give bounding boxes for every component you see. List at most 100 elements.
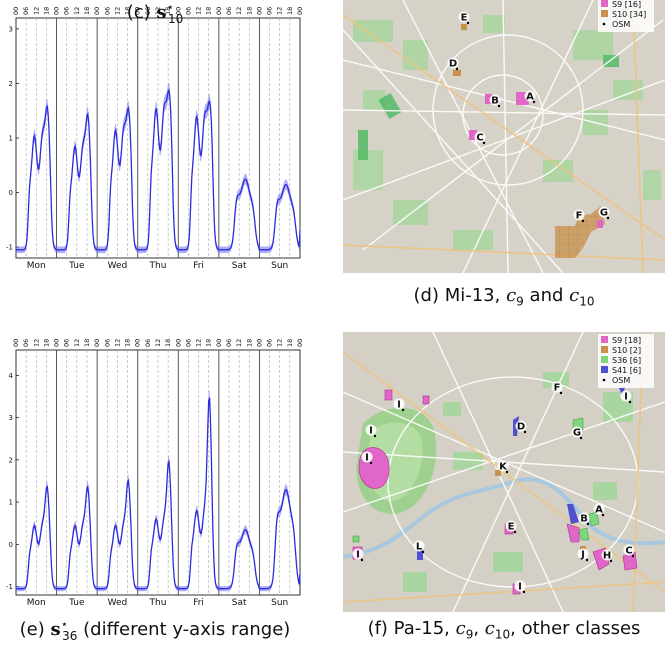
- map-marker-label: E: [508, 522, 515, 533]
- hour-tick-label: 18: [245, 339, 253, 347]
- map-marker-label: J: [580, 550, 585, 561]
- hour-tick-label: 06: [103, 339, 111, 347]
- map-panel-f: S9 [18]S10 [2]S36 [6]S41 [6]OSM I I F I D G I K B…: [343, 332, 665, 612]
- hour-tick-label: 12: [235, 7, 243, 15]
- osm-point: [522, 590, 526, 594]
- hour-tick-label: 12: [32, 339, 40, 347]
- legend-dot: [602, 22, 606, 26]
- hour-tick-label: 06: [184, 339, 192, 347]
- day-label: Tue: [68, 261, 85, 271]
- osm-point: [585, 558, 589, 562]
- hour-tick-label: 00: [134, 7, 142, 15]
- legend-label: S9 [18]: [612, 336, 641, 345]
- map-marker-bg: [578, 512, 590, 524]
- map-marker-bg: [505, 520, 517, 532]
- day-label: Sun: [271, 261, 288, 271]
- legend-label: S9 [16]: [612, 0, 641, 9]
- series-line: [16, 88, 301, 251]
- y-tick-label: 0: [9, 541, 13, 549]
- hour-tick-label: 00: [255, 339, 263, 347]
- legend-swatch: [601, 346, 608, 353]
- map-marker-label: K: [499, 462, 508, 473]
- osm-point: [505, 470, 509, 474]
- legend-swatch: [601, 336, 608, 343]
- caption-f: (f) Pa-15, c9, c10, other classes: [367, 618, 641, 642]
- map-marker-label: I: [397, 400, 401, 411]
- legend-swatch: [601, 10, 608, 17]
- map-marker-label: I: [518, 582, 522, 593]
- map-marker-label: E: [461, 13, 468, 24]
- map-marker-bg: [515, 420, 527, 432]
- day-label: Sat: [232, 598, 247, 608]
- legend-swatch: [601, 366, 608, 373]
- map-marker-bg: [458, 11, 470, 23]
- map-marker-bg: [393, 398, 405, 410]
- map-marker-bg: [551, 381, 563, 393]
- hour-tick-label: 00: [53, 339, 61, 347]
- map-marker-bg: [623, 544, 635, 556]
- osm-point: [373, 434, 377, 438]
- osm-point: [609, 559, 613, 563]
- day-label: Fri: [193, 261, 204, 271]
- map-marker-label: A: [595, 505, 603, 516]
- osm-point: [360, 558, 364, 562]
- hour-tick-label: 18: [83, 7, 91, 15]
- chart-panel-c: 00 06 12 18 00 06 12 18 00 06 12 18 00 06 12 18 00 06 12 18…: [6, 7, 304, 271]
- hour-tick-label: 12: [73, 7, 81, 15]
- y-tick-label: 2: [9, 80, 13, 88]
- osm-point: [497, 104, 501, 108]
- map-marker-bg: [365, 424, 377, 436]
- map-marker-label: C: [476, 133, 483, 144]
- y-tick-label: 1: [9, 135, 13, 143]
- hour-tick-label: 00: [93, 7, 101, 15]
- y-tick-label: -1: [6, 583, 13, 591]
- map-marker-label: F: [576, 211, 583, 222]
- hour-tick-label: 06: [103, 7, 111, 15]
- confidence-band: [16, 82, 300, 254]
- hour-tick-label: 00: [174, 7, 182, 15]
- legend-label: S36 [6]: [612, 356, 641, 365]
- hour-tick-label: 00: [174, 339, 182, 347]
- map-marker-bg: [593, 503, 605, 515]
- osm-point: [628, 400, 632, 404]
- hour-tick-label: 00: [255, 7, 263, 15]
- hour-tick-label: 06: [225, 339, 233, 347]
- hour-tick-label: 12: [276, 339, 284, 347]
- legend-label: S10 [2]: [612, 346, 641, 355]
- hour-tick-label: 12: [154, 339, 162, 347]
- map-marker-bg: [524, 90, 536, 102]
- caption-c: (c) s⋆10: [126, 0, 184, 26]
- hour-tick-label: 18: [83, 339, 91, 347]
- hour-tick-label: 06: [144, 339, 152, 347]
- day-label: Thu: [149, 598, 167, 608]
- map-marker-bg: [573, 209, 585, 221]
- day-label: Fri: [193, 598, 204, 608]
- map-marker-bg: [577, 548, 589, 560]
- osm-point: [466, 21, 470, 25]
- hour-tick-label: 00: [134, 339, 142, 347]
- day-label: Mon: [27, 261, 46, 271]
- day-label: Tue: [68, 598, 85, 608]
- y-tick-label: 3: [9, 25, 13, 33]
- chart-panel-e: 00 06 12 18 00 06 12 18 00 06 12 18 00 06 12 18 00 06 12 18…: [6, 339, 304, 608]
- hour-tick-label: 06: [266, 7, 274, 15]
- hour-tick-label: 06: [144, 7, 152, 15]
- hour-tick-label: 12: [113, 7, 121, 15]
- osm-point: [369, 461, 373, 465]
- legend-swatch: [601, 0, 608, 7]
- legend-label: S41 [6]: [612, 366, 641, 375]
- hour-tick-label: 12: [32, 7, 40, 15]
- y-tick-label: 3: [9, 414, 13, 422]
- map-marker-bg: [598, 206, 610, 218]
- series-line: [16, 397, 301, 590]
- hour-tick-label: 18: [286, 339, 294, 347]
- osm-point: [532, 100, 536, 104]
- map-marker-bg: [497, 460, 509, 472]
- hour-tick-label: 12: [113, 339, 121, 347]
- hour-tick-label: 00: [53, 7, 61, 15]
- hour-tick-label: 12: [154, 7, 162, 15]
- map-marker-bg: [571, 426, 583, 438]
- hour-tick-label: 18: [245, 7, 253, 15]
- map-marker-bg: [413, 540, 425, 552]
- hour-tick-label: 18: [164, 339, 172, 347]
